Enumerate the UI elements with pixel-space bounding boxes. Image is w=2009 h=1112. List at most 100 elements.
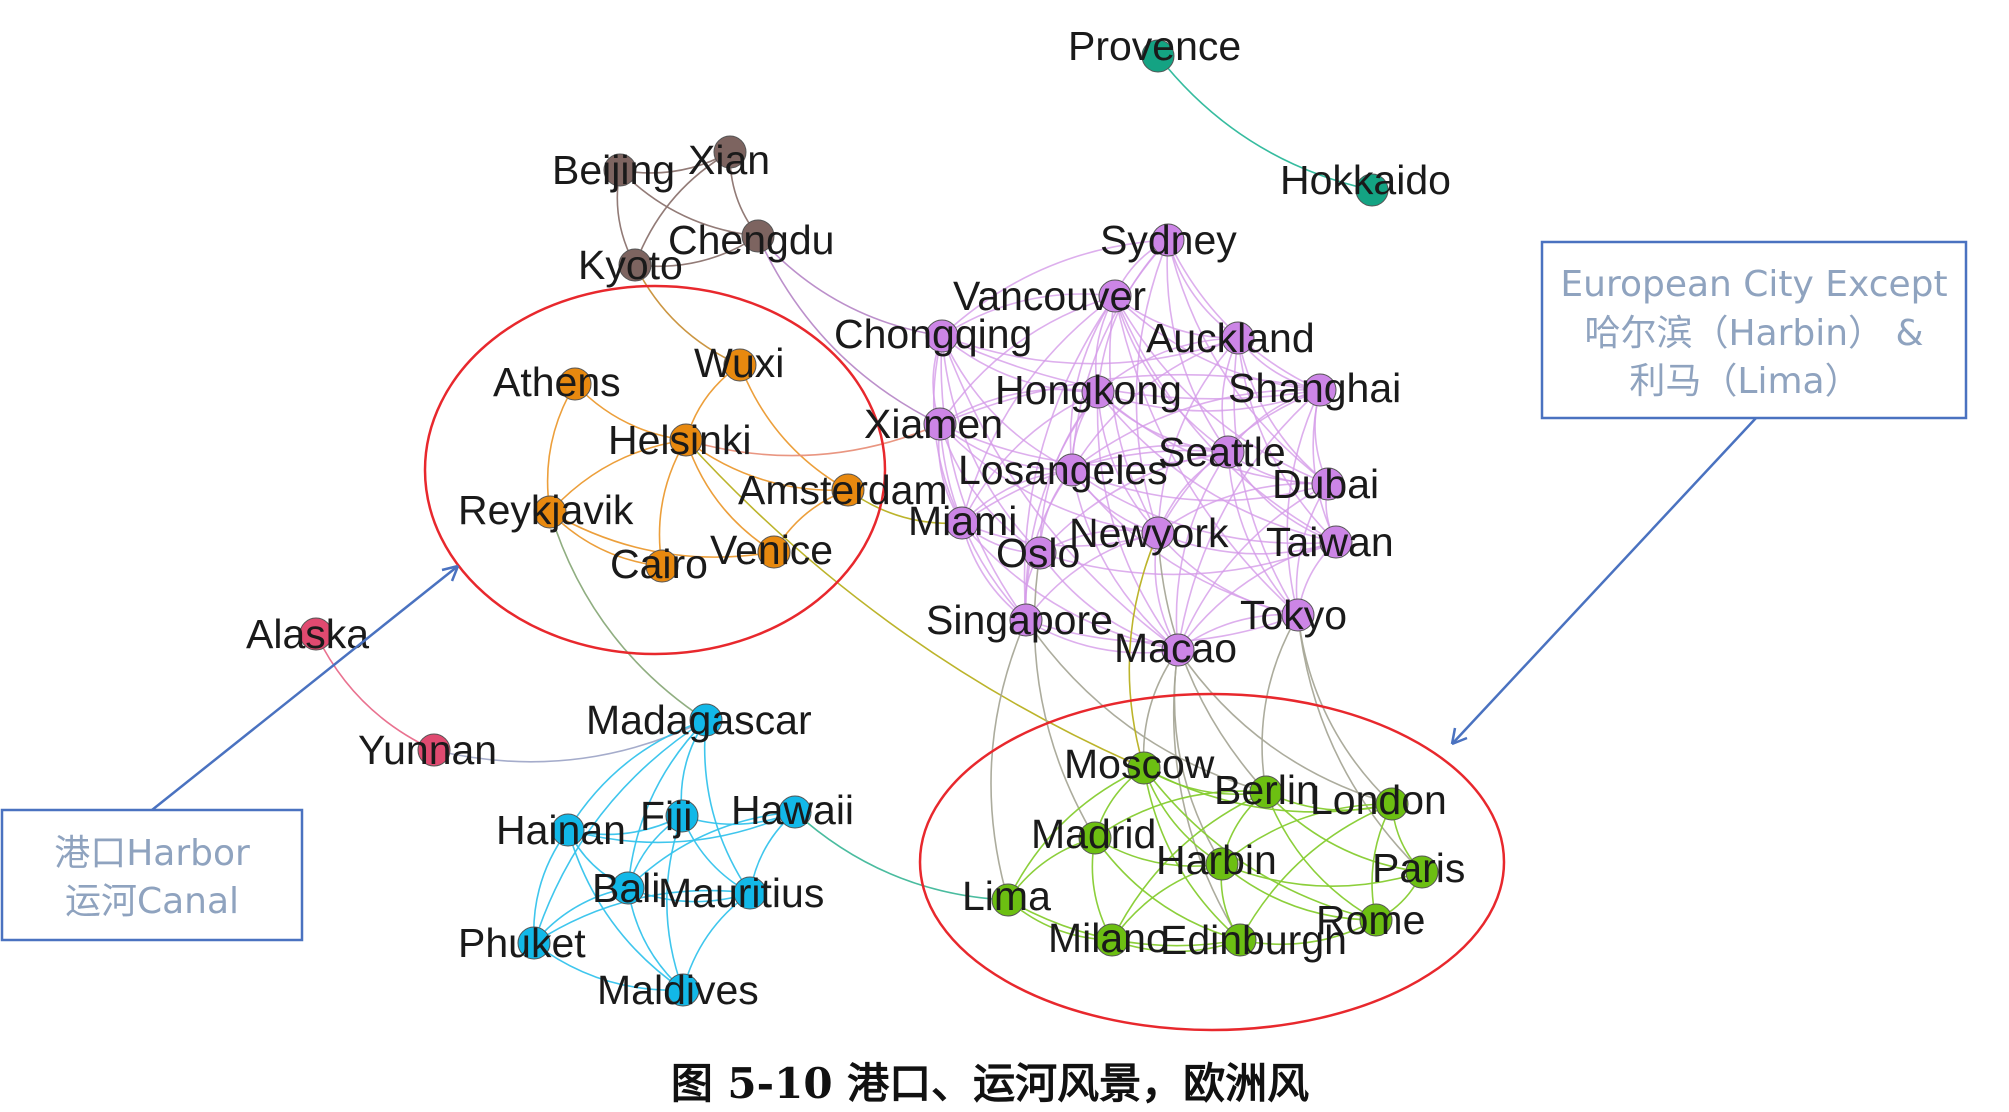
node-label-yunnan: Yunnan bbox=[358, 727, 497, 773]
edge-hainan-maldives bbox=[567, 829, 684, 991]
node-kyoto[interactable] bbox=[618, 248, 652, 282]
node-edinburgh[interactable] bbox=[1223, 923, 1257, 957]
node-dubai[interactable] bbox=[1311, 467, 1345, 501]
node-cairo[interactable] bbox=[645, 549, 679, 583]
node-sydney[interactable] bbox=[1151, 223, 1185, 257]
node-hawaii[interactable] bbox=[778, 795, 812, 829]
edge-auckland-hongkong bbox=[1097, 337, 1239, 393]
node-seattle[interactable] bbox=[1211, 435, 1245, 469]
edge-newyork-taiwan bbox=[1157, 532, 1337, 555]
node-newyork[interactable] bbox=[1141, 516, 1175, 550]
node-paris[interactable] bbox=[1405, 855, 1439, 889]
node-label-madagascar: Madagascar bbox=[586, 697, 812, 743]
node-label-paris: Paris bbox=[1372, 845, 1465, 891]
node-chongqing[interactable] bbox=[925, 319, 959, 353]
edge-chongqing-shanghai bbox=[941, 335, 1321, 400]
node-madrid[interactable] bbox=[1078, 821, 1112, 855]
edge-sydney-seattle bbox=[1166, 239, 1229, 453]
edge-london-edinburgh bbox=[1239, 803, 1393, 941]
node-beijing[interactable] bbox=[603, 153, 637, 187]
node-madagascar[interactable] bbox=[689, 703, 723, 737]
node-xian[interactable] bbox=[713, 135, 747, 169]
edge-chongqing-macao bbox=[941, 335, 1179, 651]
node-shanghai[interactable] bbox=[1303, 373, 1337, 407]
node-taiwan[interactable] bbox=[1319, 525, 1353, 559]
edge-seattle-losangeles bbox=[1071, 444, 1229, 471]
europe-arrow-line bbox=[1451, 417, 1757, 745]
edge-fiji-maldives bbox=[666, 815, 684, 991]
node-label-athens: Athens bbox=[493, 359, 621, 405]
node-label-reykjavik: Reykjavik bbox=[458, 487, 634, 533]
node-label-phuket: Phuket bbox=[458, 920, 586, 966]
node-rome[interactable] bbox=[1359, 903, 1393, 937]
edge-harbin-rome bbox=[1221, 863, 1377, 921]
edge-beijing-chengdu bbox=[619, 169, 759, 237]
edge-provence-hokkaido bbox=[1157, 55, 1373, 191]
edge-phuket-maldives bbox=[533, 942, 684, 991]
node-yunnan[interactable] bbox=[417, 733, 451, 767]
edge-moscow-lima bbox=[1007, 767, 1145, 901]
node-macao[interactable] bbox=[1161, 633, 1195, 667]
node-athens[interactable] bbox=[558, 367, 592, 401]
edge-helsinki-xiamen bbox=[685, 423, 941, 457]
node-alaska[interactable] bbox=[299, 617, 333, 651]
edge-helsinki-moscow bbox=[685, 439, 1145, 769]
node-label-oslo: Oslo bbox=[996, 530, 1080, 576]
node-xiamen[interactable] bbox=[923, 407, 957, 441]
node-provence[interactable] bbox=[1141, 39, 1175, 73]
edge-berlin-rome bbox=[1265, 791, 1377, 921]
node-label-shanghai: Shanghai bbox=[1228, 365, 1401, 411]
node-reykjavik[interactable] bbox=[533, 495, 567, 529]
node-hainan[interactable] bbox=[551, 813, 585, 847]
node-fiji[interactable] bbox=[665, 799, 699, 833]
edge-hongkong-xiamen bbox=[939, 388, 1099, 425]
node-bali[interactable] bbox=[611, 871, 645, 905]
node-milano[interactable] bbox=[1095, 923, 1129, 957]
edge-reykjavik-madagascar bbox=[549, 511, 707, 721]
node-tokyo[interactable] bbox=[1281, 598, 1315, 632]
node-mauritius[interactable] bbox=[733, 876, 767, 910]
node-hongkong[interactable] bbox=[1081, 375, 1115, 409]
edge-harbin-paris bbox=[1221, 863, 1423, 887]
node-label-kyoto: Kyoto bbox=[578, 242, 683, 288]
edge-seattle-oslo bbox=[1039, 451, 1229, 554]
edge-vancouver-xiamen bbox=[939, 295, 1116, 425]
node-wuxi[interactable] bbox=[723, 348, 757, 382]
edge-miami-newyork bbox=[961, 522, 1159, 547]
node-losangeles[interactable] bbox=[1055, 453, 1089, 487]
node-moscow[interactable] bbox=[1127, 751, 1161, 785]
node-helsinki[interactable] bbox=[669, 423, 703, 457]
node-singapore[interactable] bbox=[1009, 603, 1043, 637]
node-harbin[interactable] bbox=[1205, 847, 1239, 881]
edge-madrid-edinburgh bbox=[1094, 837, 1241, 941]
node-oslo[interactable] bbox=[1023, 536, 1057, 570]
node-label-hainan: Hainan bbox=[496, 807, 626, 853]
edge-singapore-macao bbox=[1025, 619, 1179, 654]
europe-box-line3: 利马（Lima） bbox=[1629, 361, 1860, 402]
node-vancouver[interactable] bbox=[1098, 279, 1132, 313]
node-hokkaido[interactable] bbox=[1355, 173, 1389, 207]
edge-auckland-taiwan bbox=[1237, 337, 1337, 543]
edge-newyork-tokyo bbox=[1157, 532, 1299, 616]
node-auckland[interactable] bbox=[1221, 321, 1255, 355]
node-miami[interactable] bbox=[945, 506, 979, 540]
node-maldives[interactable] bbox=[666, 973, 700, 1007]
edge-oslo-macao bbox=[1039, 552, 1179, 651]
node-london[interactable] bbox=[1375, 787, 1409, 821]
edge-vancouver-miami bbox=[961, 295, 1116, 524]
node-berlin[interactable] bbox=[1249, 775, 1283, 809]
edge-berlin-milano bbox=[1111, 791, 1267, 941]
edge-hainan-hawaii bbox=[567, 811, 796, 844]
node-phuket[interactable] bbox=[517, 926, 551, 960]
node-label-miami: Miami bbox=[908, 498, 1017, 544]
node-chengdu[interactable] bbox=[741, 219, 775, 253]
harbor-arrow-line bbox=[151, 565, 459, 811]
node-label-seattle: Seattle bbox=[1158, 429, 1286, 475]
edge-auckland-newyork bbox=[1157, 337, 1239, 534]
node-amsterdam[interactable] bbox=[831, 473, 865, 507]
edge-singapore-berlin bbox=[1025, 619, 1267, 793]
node-venice[interactable] bbox=[757, 535, 791, 569]
node-lima[interactable] bbox=[991, 883, 1025, 917]
edge-vancouver-newyork bbox=[1108, 295, 1159, 534]
